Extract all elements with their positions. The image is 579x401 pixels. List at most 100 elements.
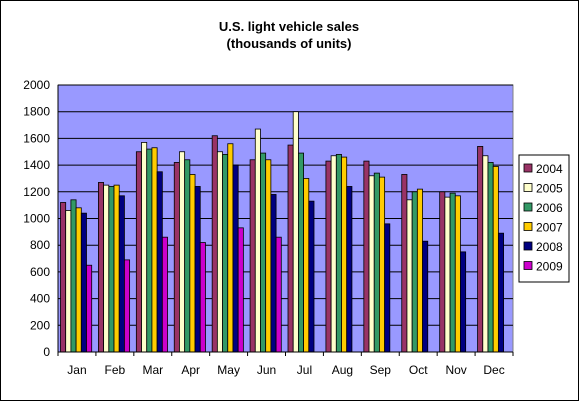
bar-2009-jan (86, 264, 93, 353)
legend-label-2006: 2006 (536, 201, 563, 215)
bar-2006-aug (335, 154, 342, 353)
y-tick-label: 1000 (23, 212, 50, 226)
legend-label-2009: 2009 (536, 260, 563, 274)
x-tick-label: Oct (409, 363, 428, 377)
bar-2004-jun (249, 159, 256, 353)
bar-2004-jul (287, 144, 294, 353)
x-tick-label: Nov (445, 363, 466, 377)
bar-2006-jun (260, 152, 267, 353)
bar-2005-dec (482, 155, 489, 353)
chart-title: U.S. light vehicle sales (219, 19, 359, 34)
bar-2007-dec (492, 166, 499, 353)
bar-2005-sep (368, 175, 375, 353)
legend-box (518, 154, 570, 283)
bar-2006-apr (184, 159, 191, 353)
bar-2007-feb (113, 184, 120, 353)
bars-group (60, 111, 504, 353)
bar-2007-oct (416, 188, 423, 353)
bar-2004-feb (98, 182, 105, 353)
legend-label-2008: 2008 (536, 240, 563, 254)
bar-2006-sep (373, 172, 380, 353)
bar-2006-jul (297, 152, 304, 353)
axes (57, 85, 514, 356)
bar-2007-aug (341, 156, 348, 353)
bar-2005-mar (141, 142, 148, 353)
bar-2004-apr (173, 162, 180, 353)
bar-2007-nov (454, 195, 461, 353)
bar-2008-may (232, 164, 239, 353)
y-tick-label: 1800 (23, 105, 50, 119)
legend-label-2004: 2004 (536, 162, 563, 176)
bar-2005-apr (179, 151, 186, 353)
y-tick-label: 600 (30, 265, 50, 279)
x-tick-label: May (217, 363, 240, 377)
bar-2006-oct (411, 191, 418, 353)
x-tick-label: Sep (370, 363, 392, 377)
x-tick-label: Dec (483, 363, 504, 377)
bar-2004-nov (439, 191, 446, 353)
y-tick-label: 200 (30, 318, 50, 332)
bar-2008-oct (422, 240, 429, 353)
bar-2008-jun (270, 194, 277, 353)
bar-2004-mar (135, 151, 142, 353)
legend-swatch-2007 (523, 222, 533, 231)
bar-2005-feb (103, 184, 110, 353)
legend: 2004 2005 2006 2007 2008 2009 (518, 154, 570, 283)
y-tick-label: 1200 (23, 185, 50, 199)
y-tick-label: 800 (30, 238, 50, 252)
bar-2006-feb (108, 186, 115, 353)
bar-2005-jan (65, 210, 72, 353)
bar-2006-mar (146, 148, 153, 353)
bar-2005-aug (330, 155, 337, 353)
bar-2006-dec (487, 162, 494, 353)
legend-swatch-2009 (523, 261, 533, 270)
bar-2009-mar (161, 236, 168, 353)
bar-2007-may (227, 143, 234, 353)
bar-2006-may (222, 154, 229, 353)
x-tick-label: Feb (105, 363, 126, 377)
bar-2008-apr (194, 186, 201, 353)
bar-2004-may (211, 135, 218, 353)
x-tick-label: Apr (181, 363, 200, 377)
x-tick-label: Aug (332, 363, 353, 377)
bar-2009-may (237, 227, 244, 353)
bar-2007-jul (303, 178, 310, 353)
y-tick-label: 2000 (23, 78, 50, 92)
bar-2008-mar (156, 171, 163, 353)
bar-2009-apr (199, 242, 206, 353)
bar-2008-jul (308, 200, 315, 353)
x-tick-label: Mar (142, 363, 163, 377)
bar-2007-sep (379, 176, 386, 353)
x-tick-label: Jul (297, 363, 312, 377)
bar-2008-jan (80, 212, 87, 353)
chart-subtitle: (thousands of units) (227, 36, 352, 51)
legend-swatch-2006 (523, 202, 533, 212)
bar-2005-jul (292, 111, 299, 353)
bar-2008-sep (384, 223, 391, 353)
bar-2007-mar (151, 147, 158, 353)
bar-2007-apr (189, 174, 196, 353)
bar-2005-oct (406, 199, 413, 353)
bar-2008-nov (460, 251, 467, 353)
bar-2004-oct (401, 174, 408, 353)
bar-2004-aug (325, 160, 332, 353)
bar-2008-feb (118, 195, 125, 353)
bar-2006-jan (70, 199, 77, 353)
legend-swatch-2008 (523, 241, 533, 251)
bar-2009-feb (124, 259, 131, 353)
y-tick-label: 1400 (23, 158, 50, 172)
bar-2004-dec (477, 146, 484, 353)
gridlines (58, 84, 513, 326)
y-tick-label: 1600 (23, 131, 50, 145)
bar-2007-jun (265, 159, 272, 353)
y-tick-label: 0 (43, 345, 50, 359)
bar-2005-nov (444, 196, 451, 353)
bar-2008-dec (497, 232, 504, 353)
bar-2005-jun (254, 128, 261, 353)
x-tick-label: Jan (67, 363, 86, 377)
legend-label-2007: 2007 (536, 221, 563, 235)
legend-swatch-2004 (523, 163, 533, 173)
bar-2004-jan (60, 202, 67, 353)
x-tick-labels: Jan Feb Mar Apr May Jun Jul Aug Sep Oct Nov Dec (67, 363, 504, 377)
